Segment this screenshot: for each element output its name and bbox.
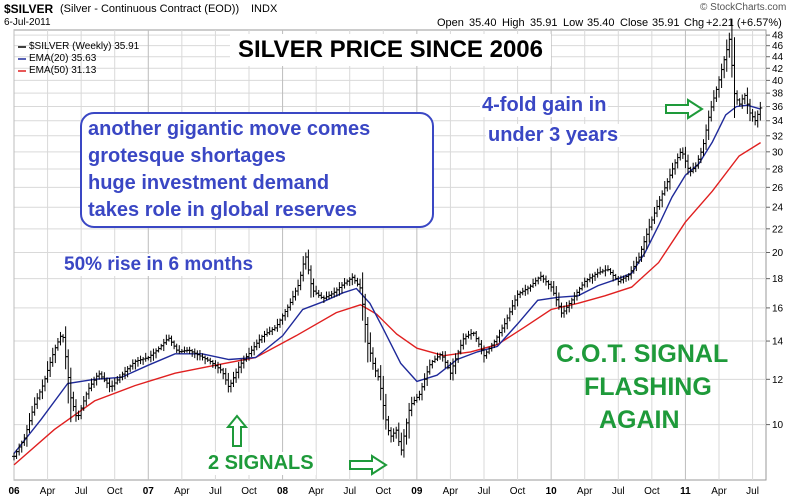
legend-price: $SILVER (Weekly) 35.91 <box>29 41 140 52</box>
ema20-line <box>13 104 761 454</box>
quote-low-value: 35.40 <box>587 17 615 29</box>
symbol-description: (Silver - Continuous Contract (EOD)) <box>60 3 240 15</box>
callout-line-3: huge investment demand <box>88 172 330 194</box>
quote-chg-label: Chg <box>684 17 705 29</box>
date-label: 6-Jul-2011 <box>4 17 51 28</box>
x-tick-label: Oct <box>510 486 526 497</box>
x-tick-label: Apr <box>711 486 727 497</box>
x-tick-label: Oct <box>376 486 392 497</box>
x-tick-label: Jul <box>343 486 356 497</box>
cot-line-3: AGAIN <box>599 406 680 434</box>
x-tick-label: 08 <box>277 486 289 497</box>
cot-line-2: FLASHING <box>584 373 712 401</box>
y-tick-label: 32 <box>772 131 784 142</box>
x-tick-label: Jul <box>209 486 222 497</box>
y-tick-label: 36 <box>772 102 784 113</box>
quote-high-value: 35.91 <box>530 17 558 29</box>
x-tick-label: 07 <box>143 486 155 497</box>
y-tick-label: 30 <box>772 147 784 158</box>
y-tick-label: 12 <box>772 375 784 386</box>
up-arrow-icon <box>226 414 248 447</box>
y-tick-label: 34 <box>772 116 784 127</box>
y-tick-label: 14 <box>772 337 784 348</box>
y-tick-label: 18 <box>772 274 784 285</box>
fourfold-line-2: under 3 years <box>486 124 621 147</box>
y-tick-label: 42 <box>772 64 784 75</box>
ema50-series <box>13 142 761 466</box>
chart-title: SILVER PRICE SINCE 2006 <box>230 34 551 66</box>
y-tick-label: 20 <box>772 248 784 259</box>
quote-close-label: Close <box>620 17 649 29</box>
price-bars <box>12 18 763 461</box>
x-tick-label: Apr <box>308 486 324 497</box>
callout-line-2: grotesque shortages <box>88 145 286 167</box>
y-tick-label: 46 <box>772 41 784 52</box>
callout-line-4: takes role in global reserves <box>88 199 358 221</box>
y-tick-label: 24 <box>772 203 784 214</box>
x-tick-label: Apr <box>174 486 190 497</box>
x-tick-label: Apr <box>443 486 459 497</box>
x-axis: 06 Apr Jul Oct 07 Apr Jul Oct 08 Apr Jul Oct 09 Apr Ju… <box>8 486 759 497</box>
x-tick-label: Oct <box>107 486 123 497</box>
x-tick-label: Jul <box>75 486 88 497</box>
x-tick-label: Oct <box>241 486 257 497</box>
watermark: © StockCharts.com <box>700 2 787 13</box>
x-tick-label: 09 <box>411 486 423 497</box>
x-tick-label: Jul <box>612 486 625 497</box>
quote-open-value: 35.40 <box>469 17 497 29</box>
x-tick-label: Oct <box>644 486 660 497</box>
cot-line-1: C.O.T. SIGNAL <box>556 340 729 368</box>
fourfold-line-1: 4-fold gain in <box>480 94 609 117</box>
y-tick-label: 48 <box>772 31 784 42</box>
x-tick-label: 06 <box>8 486 20 497</box>
legend-ema20: EMA(20) 35.63 <box>29 53 97 64</box>
y-tick-label: 38 <box>772 89 784 100</box>
y-tick-label: 26 <box>772 183 784 194</box>
y-tick-label: 10 <box>772 420 784 431</box>
quote-close-value: 35.91 <box>652 17 680 29</box>
x-tick-label: Apr <box>577 486 593 497</box>
right-arrow-icon <box>665 98 704 120</box>
y-tick-label: 40 <box>772 76 784 87</box>
x-tick-label: 10 <box>546 486 558 497</box>
rise-annotation: 50% rise in 6 months <box>62 254 256 276</box>
callout-box: another gigantic move comes grotesque sh… <box>80 112 434 228</box>
ema50-line <box>13 142 761 466</box>
y-tick-label: 22 <box>772 224 784 235</box>
x-tick-label: Jul <box>746 486 759 497</box>
ema20-series <box>13 104 761 454</box>
exchange-label: INDX <box>251 3 278 15</box>
quote-low-label: Low <box>563 17 584 29</box>
y-tick-label: 16 <box>772 303 784 314</box>
signals-annotation: 2 SIGNALS <box>206 452 316 475</box>
quote-high-label: High <box>502 17 525 29</box>
symbol-label: $SILVER <box>4 2 54 16</box>
callout-line-1: another gigantic move comes <box>88 118 371 140</box>
quote-chg-value: +2.21 (+6.57%) <box>706 17 782 29</box>
legend-ema50: EMA(50) 31.13 <box>29 65 97 76</box>
price-bar <box>758 101 763 121</box>
right-arrow-icon <box>349 454 388 476</box>
x-tick-label: Apr <box>40 486 56 497</box>
x-tick-label: Jul <box>478 486 491 497</box>
quote-open-label: Open <box>437 17 464 29</box>
x-tick-label: 11 <box>680 486 691 497</box>
y-tick-label: 44 <box>772 52 784 63</box>
y-tick-label: 28 <box>772 164 784 175</box>
